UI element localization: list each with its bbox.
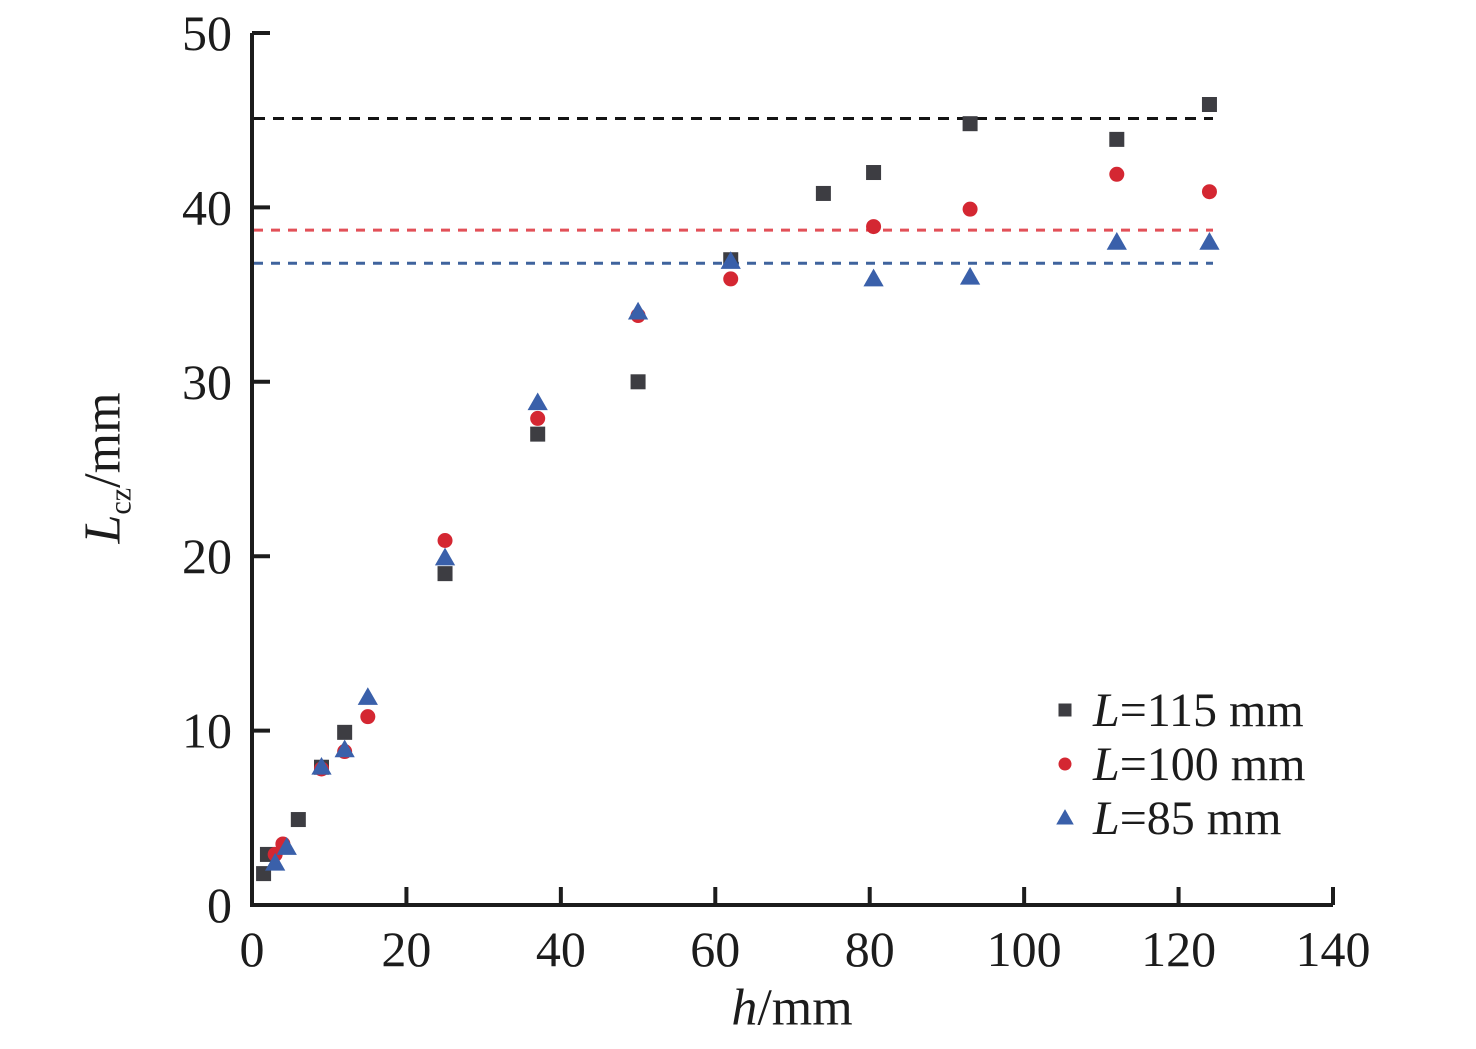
legend-item: L=100 mm bbox=[1058, 738, 1305, 791]
x-tick-label: 140 bbox=[1296, 921, 1371, 977]
y-tick-label: 40 bbox=[182, 179, 232, 235]
data-point-triangle bbox=[276, 837, 297, 855]
data-point-circle bbox=[962, 201, 978, 217]
legend-label-symbol: L bbox=[1092, 792, 1120, 845]
data-point-square bbox=[1109, 131, 1125, 147]
legend-item: L=85 mm bbox=[1056, 792, 1281, 845]
x-tick-label: 40 bbox=[536, 921, 586, 977]
x-tick-label: 80 bbox=[845, 921, 895, 977]
data-point-square bbox=[866, 165, 882, 181]
y-axis-label: Lcz/mm bbox=[73, 392, 138, 543]
legend-label: L=85 mm bbox=[1092, 792, 1281, 845]
x-tick-label: 120 bbox=[1141, 921, 1216, 977]
series-triangle bbox=[265, 232, 1220, 871]
y-axis-label-subscript: cz bbox=[103, 487, 138, 515]
y-axis-label-unit: /mm bbox=[74, 392, 132, 488]
x-axis-label-unit: /mm bbox=[757, 979, 853, 1037]
data-point-square bbox=[290, 812, 306, 828]
legend-label-symbol: L bbox=[1092, 684, 1120, 737]
data-point-triangle bbox=[1106, 232, 1127, 250]
legend-label: L=115 mm bbox=[1092, 684, 1304, 737]
data-point-square bbox=[437, 566, 453, 582]
data-point-triangle bbox=[1199, 232, 1220, 250]
data-point-square bbox=[337, 724, 353, 740]
x-tick-label: 20 bbox=[381, 921, 431, 977]
data-point-triangle bbox=[434, 547, 456, 566]
y-tick-label: 50 bbox=[182, 5, 232, 61]
axis-lines bbox=[250, 33, 1333, 907]
series-square bbox=[256, 97, 1217, 882]
data-point-triangle bbox=[527, 392, 548, 411]
data-point-square bbox=[962, 116, 978, 132]
y-tick-label: 0 bbox=[207, 877, 232, 933]
y-tick-label: 20 bbox=[182, 528, 232, 584]
data-point-triangle bbox=[357, 687, 378, 705]
data-point-circle bbox=[530, 410, 546, 426]
data-point-circle bbox=[437, 533, 453, 549]
legend-marker-square bbox=[1058, 703, 1072, 717]
data-point-triangle bbox=[334, 739, 355, 758]
data-point-square bbox=[630, 374, 646, 390]
x-axis-label-symbol: h bbox=[731, 979, 758, 1037]
y-tick-label: 10 bbox=[182, 703, 232, 759]
series-circle bbox=[267, 166, 1217, 862]
x-axis-label: h/mm bbox=[731, 979, 852, 1038]
x-tick-label: 60 bbox=[690, 921, 740, 977]
legend-label-symbol: L bbox=[1092, 738, 1120, 791]
legend-item: L=115 mm bbox=[1058, 684, 1304, 737]
data-point-circle bbox=[1109, 166, 1125, 182]
data-point-circle bbox=[723, 271, 739, 287]
data-point-circle bbox=[866, 219, 882, 235]
data-point-square bbox=[530, 426, 546, 442]
data-point-triangle bbox=[959, 266, 981, 285]
axes: 0 20 40 60 80 100 120 140 0 10 20 30 40 50 bbox=[182, 5, 1371, 977]
data-point-triangle bbox=[265, 852, 286, 871]
data-point-triangle bbox=[720, 251, 741, 269]
legend: L=115 mmL=100 mmL=85 mm bbox=[1056, 684, 1305, 845]
data-point-triangle bbox=[863, 268, 884, 287]
legend-marker-circle bbox=[1058, 757, 1072, 771]
data-point-square bbox=[1201, 97, 1217, 113]
y-tick-label: 30 bbox=[182, 354, 232, 410]
legend-label-value: =115 mm bbox=[1120, 684, 1304, 737]
data-point-triangle bbox=[627, 301, 649, 320]
legend-label: L=100 mm bbox=[1092, 738, 1305, 791]
legend-label-value: =100 mm bbox=[1120, 738, 1306, 791]
data-point-circle bbox=[1201, 184, 1217, 200]
x-tick-label: 0 bbox=[240, 921, 265, 977]
data-point-triangle bbox=[311, 756, 332, 775]
legend-label-value: =85 mm bbox=[1120, 792, 1282, 845]
data-point-circle bbox=[360, 709, 376, 725]
data-point-square bbox=[815, 185, 831, 201]
y-axis-label-symbol: L bbox=[74, 514, 132, 544]
x-tick-label: 100 bbox=[987, 921, 1062, 977]
reference-lines bbox=[254, 116, 1213, 265]
legend-marker-triangle bbox=[1056, 809, 1074, 825]
